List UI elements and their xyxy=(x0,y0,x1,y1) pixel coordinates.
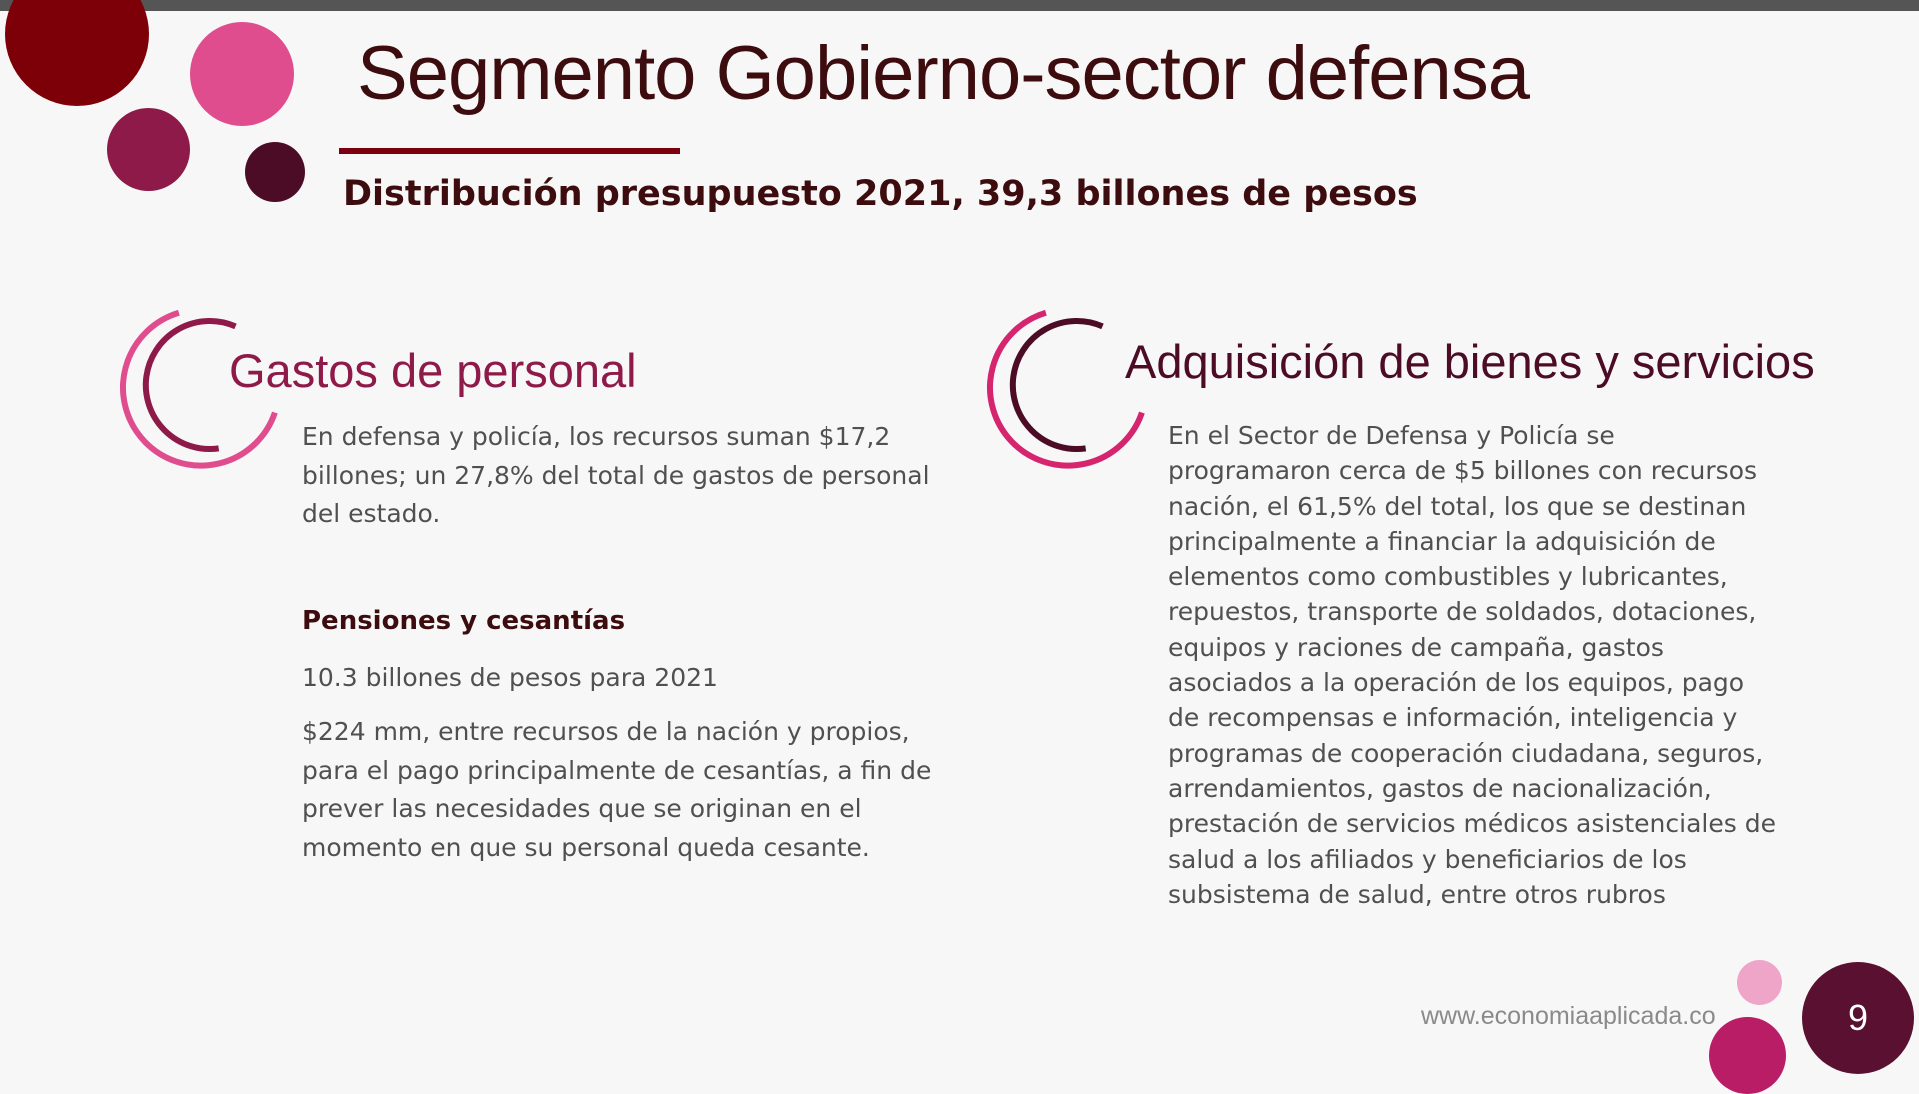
title-underline xyxy=(339,148,680,154)
pensions-subheading: Pensiones y cesantías xyxy=(302,606,626,636)
decorative-circle-raspberry xyxy=(1709,1017,1786,1094)
top-bar xyxy=(0,0,1919,11)
left-section-intro: En defensa y policía, los recursos suman… xyxy=(302,422,930,528)
right-section-heading: Adquisición de bienes y servicios xyxy=(1125,335,1815,388)
slide-subtitle: Distribución presupuesto 2021, 39,3 bill… xyxy=(343,174,1418,214)
page-number-badge: 9 xyxy=(1802,962,1914,1074)
slide-title: Segmento Gobierno-sector defensa xyxy=(357,31,1530,116)
right-section-body: En el Sector de Defensa y Policía se pro… xyxy=(1168,421,1776,909)
website-url: www.economiaaplicada.co xyxy=(1421,1002,1716,1030)
arc-icon-right xyxy=(987,309,1145,469)
decorative-circle-light-pink xyxy=(1737,960,1782,1005)
decorative-circle-plum xyxy=(245,142,305,202)
left-section-heading: Gastos de personal xyxy=(229,344,637,397)
decorative-circle-pink xyxy=(190,22,294,126)
arc-icon-left xyxy=(120,309,278,469)
decorative-circle-dark-red xyxy=(5,0,149,106)
decorative-circle-magenta xyxy=(107,108,190,191)
pensions-detail: $224 mm, entre recursos de la nación y p… xyxy=(302,717,932,862)
pensions-amount: 10.3 billones de pesos para 2021 xyxy=(302,663,718,692)
